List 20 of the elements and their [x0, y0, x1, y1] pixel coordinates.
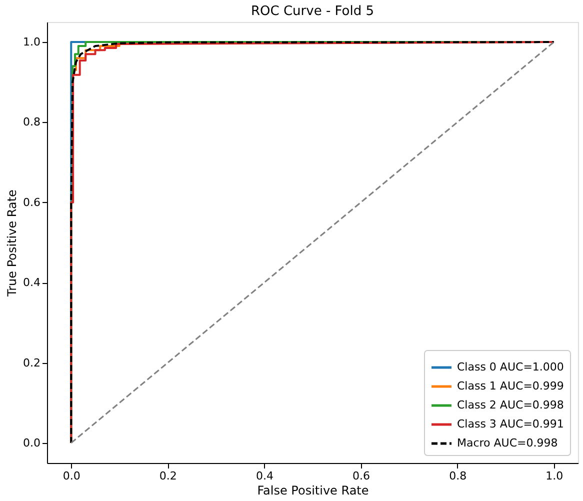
legend-label: Class 0 AUC=1.000: [457, 360, 564, 374]
legend-label: Class 2 AUC=0.998: [457, 398, 564, 412]
x-tick-label: 1.0: [546, 470, 564, 482]
y-tick-label: 0.2: [23, 356, 40, 370]
y-tick-label: 0.4: [23, 276, 40, 290]
legend-label: Class 1 AUC=0.999: [457, 380, 564, 392]
y-tick-label: 0.8: [23, 116, 40, 129]
legend-label: Macro AUC=0.998: [457, 436, 558, 450]
y-tick-label: 1.0: [23, 36, 40, 49]
legend-label: Class 3 AUC=0.991: [457, 418, 564, 430]
x-axis-title: False Positive Rate: [257, 484, 369, 498]
x-tick-label: 0.2: [159, 470, 177, 482]
x-tick-label: 0.4: [256, 470, 274, 482]
chart-title: ROC Curve - Fold 5: [250, 4, 374, 19]
y-tick-label: 0.0: [23, 436, 40, 450]
x-tick-label: 0.0: [62, 470, 80, 482]
y-axis-title: True Positive Rate: [5, 190, 20, 298]
x-tick-label: 0.8: [449, 470, 467, 482]
y-tick-label: 0.6: [23, 196, 40, 209]
x-tick-label: 0.6: [352, 470, 370, 482]
